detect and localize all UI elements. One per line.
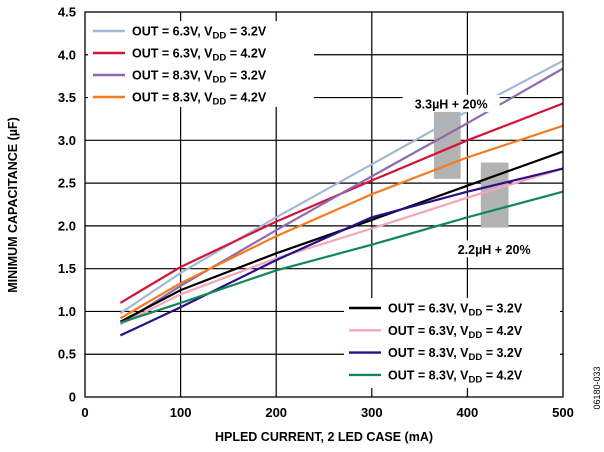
x-tick-label: 300	[361, 405, 383, 420]
annotation-bg	[402, 94, 500, 112]
y-tick-label: 3.0	[58, 133, 76, 148]
figure-code: 06180-033	[592, 366, 602, 409]
plot-frame	[84, 11, 564, 398]
annotations: 3.3µH + 20% 2.2µH + 20%	[402, 94, 543, 258]
legend-entry: OUT = 6.3V, VDD = 4.2V	[388, 324, 523, 341]
legend-bottom: OUT = 6.3V, VDD = 3.2V OUT = 6.3V, VDD = …	[344, 298, 560, 388]
series-line	[119, 150, 564, 323]
y-tick-label: 2.0	[58, 218, 76, 233]
annotation-label: 3.3µH + 20%	[415, 97, 488, 111]
y-tick-label: 4.5	[58, 5, 76, 20]
x-axis-title: HPLED CURRENT, 2 LED CASE (mA)	[215, 430, 433, 444]
x-tick-label: 100	[170, 405, 192, 420]
annotation-bg	[445, 240, 543, 258]
legend-box	[88, 21, 314, 107]
series-lines	[119, 59, 564, 337]
series-line	[119, 167, 564, 337]
y-axis-title: MINIMUM CAPACITANCE (µF)	[6, 117, 20, 292]
x-tick-label: 500	[552, 405, 574, 420]
series-line	[119, 124, 564, 320]
legend-entry: OUT = 6.3V, VDD = 3.2V	[388, 302, 523, 319]
x-tick-label: 400	[457, 405, 479, 420]
legend-entry: OUT = 6.3V, VDD = 4.2V	[132, 47, 267, 64]
legend-entry: OUT = 8.3V, VDD = 3.2V	[388, 346, 523, 363]
x-tick-label: 0	[81, 405, 88, 420]
y-tick-label: 3.5	[58, 90, 76, 105]
y-tick-label: 0.5	[58, 347, 76, 362]
y-tick-label: 1.0	[58, 304, 76, 319]
series-line	[119, 102, 564, 304]
legend-entry: OUT = 8.3V, VDD = 4.2V	[388, 368, 523, 385]
legend-top: OUT = 6.3V, VDD = 3.2V OUT = 6.3V, VDD = …	[88, 21, 314, 108]
y-tick-label: 0	[69, 390, 76, 405]
y-tick-label: 2.5	[58, 176, 76, 191]
legend-entry: OUT = 6.3V, VDD = 3.2V	[132, 25, 267, 42]
axis-ticks: 0 100 200 300 400 500 0 0.5 1.0 1.5 2.0 2.5 3.0 3.5 4.…	[58, 5, 574, 421]
x-tick-label: 200	[265, 405, 287, 420]
legend-box	[344, 298, 560, 388]
series-line	[119, 67, 564, 326]
y-tick-label: 4.0	[58, 47, 76, 62]
legend-entry: OUT = 8.3V, VDD = 4.2V	[132, 91, 267, 108]
y-tick-label: 1.5	[58, 261, 76, 276]
legend-entry: OUT = 8.3V, VDD = 3.2V	[132, 69, 267, 86]
series-line	[119, 167, 564, 326]
series-line	[120, 190, 564, 324]
annotation-label: 2.2µH + 20%	[458, 243, 531, 257]
